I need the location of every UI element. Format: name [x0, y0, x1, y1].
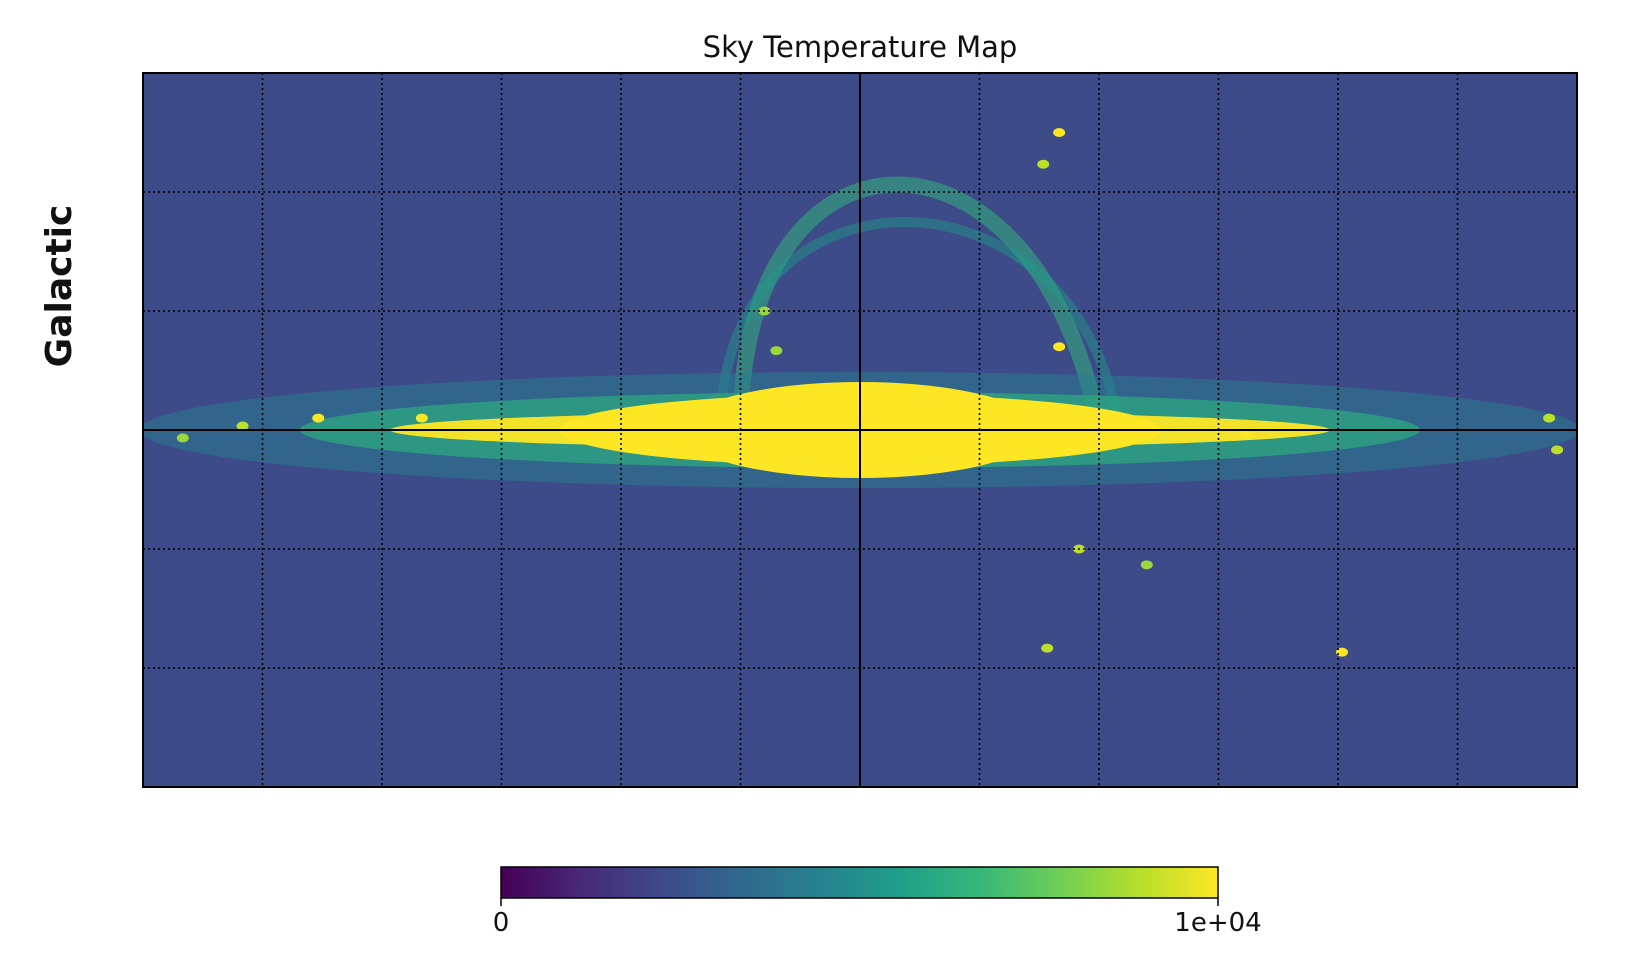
- point-source: [1041, 643, 1054, 653]
- point-source: [1037, 159, 1050, 169]
- coordinate-system-label: Galactic: [39, 205, 80, 368]
- north-polar-spur-inner: [715, 217, 1124, 431]
- sky-map-frame: [142, 72, 1578, 788]
- point-source: [1053, 342, 1066, 352]
- point-source: [415, 413, 428, 423]
- point-source: [1240, 429, 1253, 439]
- point-source: [1140, 560, 1153, 570]
- colorbar-gradient: [500, 866, 1219, 899]
- chart-title: Sky Temperature Map: [703, 30, 1018, 64]
- colorbar-tick-label: 0: [493, 908, 510, 938]
- point-source: [1053, 128, 1066, 137]
- point-source: [1543, 413, 1556, 423]
- point-source: [1335, 647, 1348, 657]
- north-polar-spur-loop: [732, 176, 1107, 432]
- point-source: [770, 346, 783, 356]
- colorbar: 0 1e+04: [493, 866, 1262, 938]
- sky-map: [142, 72, 1578, 788]
- point-source: [236, 421, 249, 431]
- colorbar-tick-label: 1e+04: [1174, 908, 1261, 938]
- point-source: [1551, 445, 1564, 455]
- point-source: [176, 433, 189, 443]
- point-source: [312, 413, 325, 423]
